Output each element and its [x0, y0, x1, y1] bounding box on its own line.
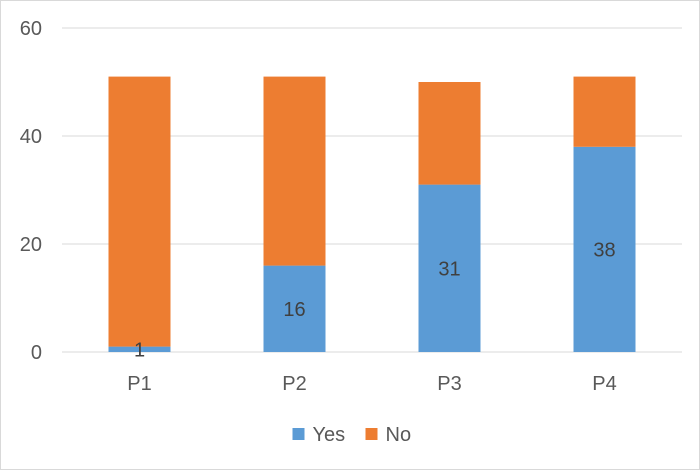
data-label-yes-p4: 38 [593, 239, 615, 261]
bar-yes-p3 [418, 184, 481, 352]
data-label-yes-p2: 16 [283, 299, 305, 321]
x-tick-label-p4: P4 [592, 373, 616, 395]
data-label-yes-p1: 1 [134, 339, 145, 361]
data-label-yes-p3: 31 [438, 258, 460, 280]
bar-yes-p4 [573, 146, 636, 352]
bar-yes-p2 [263, 265, 326, 352]
bar-no-p2 [263, 76, 326, 266]
legend-label-no: No [386, 424, 412, 446]
x-tick-label-p1: P1 [127, 373, 151, 395]
y-tick-label-60: 60 [20, 18, 42, 40]
bar-no-p4 [573, 76, 636, 147]
data-labels: 1 16 31 38 [134, 239, 616, 361]
bar-no-p3 [418, 82, 481, 185]
legend-swatch-yes [292, 428, 305, 440]
bars [108, 76, 636, 352]
legend-label-yes: Yes [313, 424, 346, 446]
x-tick-label-p2: P2 [282, 373, 306, 395]
x-tick-label-p3: P3 [437, 373, 461, 395]
legend: Yes No [292, 424, 412, 446]
legend-swatch-no [365, 428, 378, 440]
bar-no-p1 [108, 76, 171, 347]
y-tick-label-40: 40 [20, 126, 42, 148]
y-tick-label-0: 0 [31, 342, 42, 364]
y-tick-label-20: 20 [20, 234, 42, 256]
bar-yes-p1 [108, 346, 171, 352]
